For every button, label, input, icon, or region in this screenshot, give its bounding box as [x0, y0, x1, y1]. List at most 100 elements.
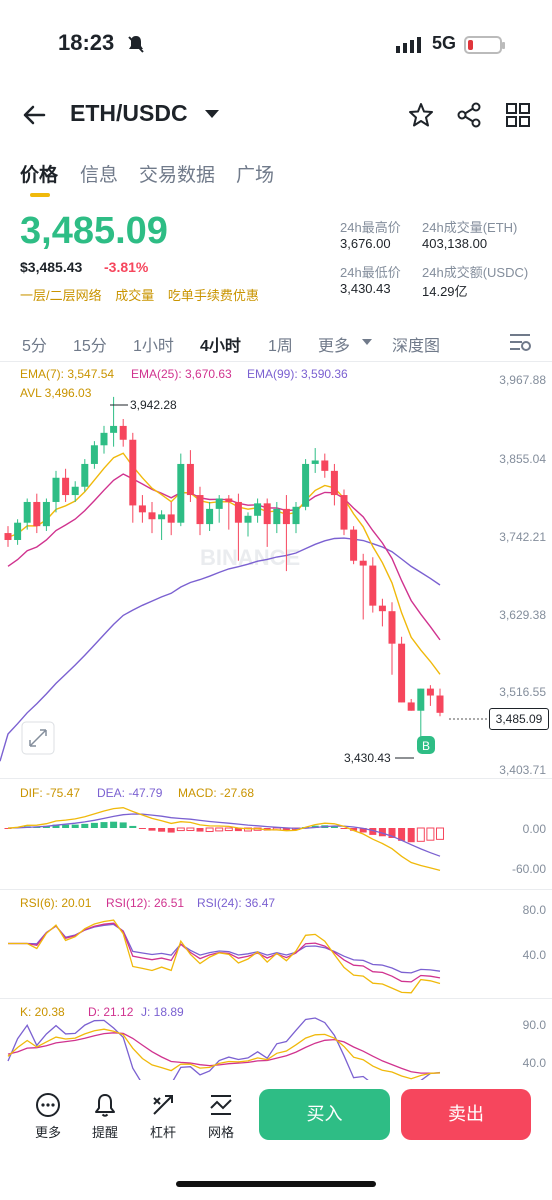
last-price: 3,485.09: [20, 210, 168, 252]
tag-layer[interactable]: 一层/二层网络: [20, 288, 102, 303]
depth-chart-tab[interactable]: 深度图: [392, 338, 441, 355]
tab-trading-data[interactable]: 交易数据: [139, 165, 216, 186]
leverage-label: 杠杆: [149, 1125, 176, 1140]
candlestick-chart[interactable]: BINANCE 3,942.28 3,430.43 B: [0, 360, 552, 780]
candle: [71, 486, 79, 496]
candle: [177, 463, 185, 523]
vol-eth-value: 403,138.00: [422, 236, 488, 251]
high-marker: 3,942.28: [130, 398, 177, 412]
candle: [417, 688, 425, 711]
macd-bar: [359, 828, 367, 833]
candle: [148, 512, 156, 520]
candle: [90, 445, 98, 464]
divider: [0, 361, 552, 362]
candle: [273, 508, 281, 525]
macd-bar: [215, 827, 224, 832]
candle: [330, 470, 338, 496]
macd-bar: [426, 827, 435, 841]
low-label: 24h最低价: [340, 265, 401, 280]
macd-bar: [416, 827, 425, 842]
interval-5m[interactable]: 5分: [22, 338, 47, 355]
share-icon[interactable]: [456, 102, 482, 128]
buy-marker[interactable]: [417, 736, 435, 754]
macd-bar: [52, 824, 60, 828]
avl-label: AVL 3,496.03: [20, 386, 92, 400]
candle: [282, 508, 290, 525]
star-icon[interactable]: [408, 102, 434, 128]
usd-price: $3,485.43: [20, 259, 83, 275]
more-button[interactable]: 更多: [23, 1092, 73, 1141]
vol-usdc-value: 14.29亿: [422, 284, 468, 299]
ema99-label: EMA(99): 3,590.36: [247, 367, 348, 381]
macd-value-label: MACD: -27.68: [178, 786, 255, 800]
macd-bar: [129, 825, 137, 828]
vol-eth-label: 24h成交量(ETH): [422, 220, 518, 235]
d-line: [7, 1032, 441, 1074]
buy-button[interactable]: 买入: [259, 1089, 390, 1140]
macd-y-tick: -60.00: [511, 862, 546, 876]
tab-square[interactable]: 广场: [236, 165, 275, 186]
tab-price[interactable]: 价格: [20, 165, 59, 186]
macd-bar: [244, 827, 252, 832]
rsi12-label: RSI(12): 26.51: [106, 896, 185, 910]
kdj-j-label: J: 18.89: [141, 1005, 184, 1019]
macd-bar: [369, 828, 377, 835]
ema99-line: [0, 537, 441, 762]
pair-dropdown-icon[interactable]: [205, 110, 219, 118]
grid-label: 网格: [207, 1125, 234, 1140]
sell-button[interactable]: 卖出: [401, 1089, 531, 1140]
battery-icon: [464, 36, 505, 54]
tag-fee[interactable]: 吃单手续费优惠: [167, 288, 259, 303]
candle: [100, 432, 108, 446]
grid-menu-icon[interactable]: [505, 102, 531, 128]
kdj-chart: [7, 1017, 441, 1085]
grid-trading-button[interactable]: 网格: [196, 1092, 246, 1141]
candle: [119, 425, 127, 440]
macd-bar: [4, 828, 12, 829]
macd-bar: [42, 825, 50, 828]
candle: [42, 501, 50, 527]
alert-button[interactable]: 提醒: [80, 1092, 130, 1141]
macd-bar: [186, 827, 195, 832]
interval-4h[interactable]: 4小时: [200, 338, 241, 355]
macd-bar: [388, 828, 396, 838]
kdj-d-label: D: 21.12: [88, 1005, 134, 1019]
ema7-line: [7, 452, 441, 675]
more-dots-icon: [36, 1093, 60, 1117]
pair-title[interactable]: ETH/USDC: [70, 100, 188, 126]
chart-settings-icon[interactable]: [508, 332, 532, 352]
candle: [129, 439, 137, 506]
tab-info[interactable]: 信息: [80, 165, 119, 186]
leverage-button[interactable]: 杠杆: [138, 1092, 188, 1141]
price-change: -3.81%: [104, 259, 149, 275]
more-caret-icon[interactable]: [362, 339, 372, 345]
vol-usdc-label: 24h成交额(USDC): [422, 265, 529, 280]
candle: [81, 463, 89, 487]
candle: [196, 495, 204, 525]
macd-bar: [148, 828, 156, 831]
macd-bar: [407, 828, 415, 843]
home-indicator: [176, 1181, 376, 1187]
interval-more[interactable]: 更多: [318, 338, 351, 355]
candle: [321, 460, 329, 471]
candle: [302, 463, 310, 507]
candle: [33, 501, 41, 527]
macd-bar: [81, 823, 89, 828]
macd-bar: [158, 828, 166, 832]
ema25-label: EMA(25): 3,670.63: [131, 367, 232, 381]
alert-label: 提醒: [91, 1125, 118, 1140]
kdj-k-label: K: 20.38: [20, 1005, 65, 1019]
ema25-line: [7, 473, 441, 641]
tag-volume[interactable]: 成交量: [115, 288, 155, 303]
macd-bar: [330, 826, 338, 828]
interval-15m[interactable]: 15分: [73, 338, 107, 355]
interval-1w[interactable]: 1周: [268, 338, 293, 355]
grid-trading-icon: [210, 1095, 232, 1115]
interval-1h[interactable]: 1小时: [133, 338, 174, 355]
back-arrow-icon[interactable]: [22, 104, 46, 126]
candle: [388, 611, 396, 644]
signal-icon: [396, 37, 421, 53]
macd-bar: [282, 828, 290, 831]
macd-bar: [196, 828, 204, 832]
high-label: 24h最高价: [340, 220, 401, 235]
